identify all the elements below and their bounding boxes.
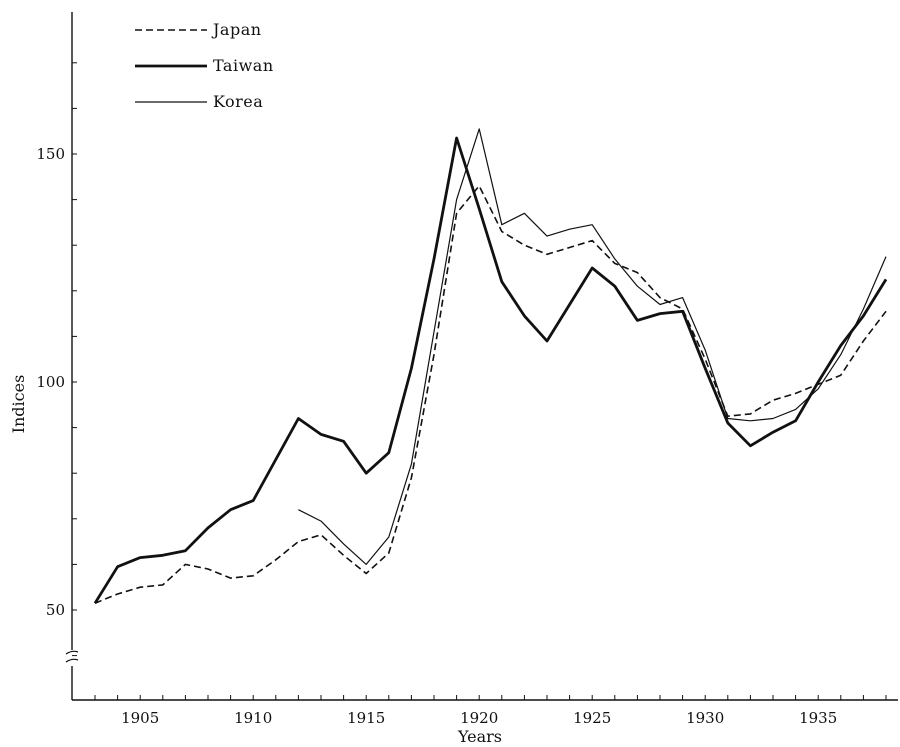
legend: Japan Taiwan Korea — [135, 20, 274, 111]
x-tick-label: 1915 — [347, 709, 385, 727]
y-tick-label: 100 — [36, 373, 65, 391]
y-axis-break-mark — [65, 650, 79, 655]
series-line-japan — [94, 185, 887, 604]
axes: 1905 1910 1915 1920 1925 1930 1935 50 100 150 — [36, 12, 898, 727]
series-line-taiwan — [93, 136, 888, 604]
legend-label-taiwan: Taiwan — [213, 56, 274, 75]
x-tick-label: 1905 — [121, 709, 159, 727]
x-axis-title: Years — [457, 727, 502, 746]
y-tick-label: 50 — [46, 601, 65, 619]
x-tick-label: 1925 — [573, 709, 611, 727]
legend-label-korea: Korea — [213, 92, 263, 111]
y-axis-break-mark — [65, 658, 79, 663]
series-layer — [93, 128, 888, 604]
x-tick-label: 1920 — [460, 709, 498, 727]
series-line-korea — [298, 128, 887, 565]
x-tick-label: 1930 — [686, 709, 724, 727]
x-tick-label: 1910 — [234, 709, 272, 727]
y-tick-label: 150 — [36, 145, 65, 163]
y-axis-title: Indices — [9, 375, 28, 434]
legend-label-japan: Japan — [211, 20, 262, 39]
x-tick-label: 1935 — [799, 709, 837, 727]
